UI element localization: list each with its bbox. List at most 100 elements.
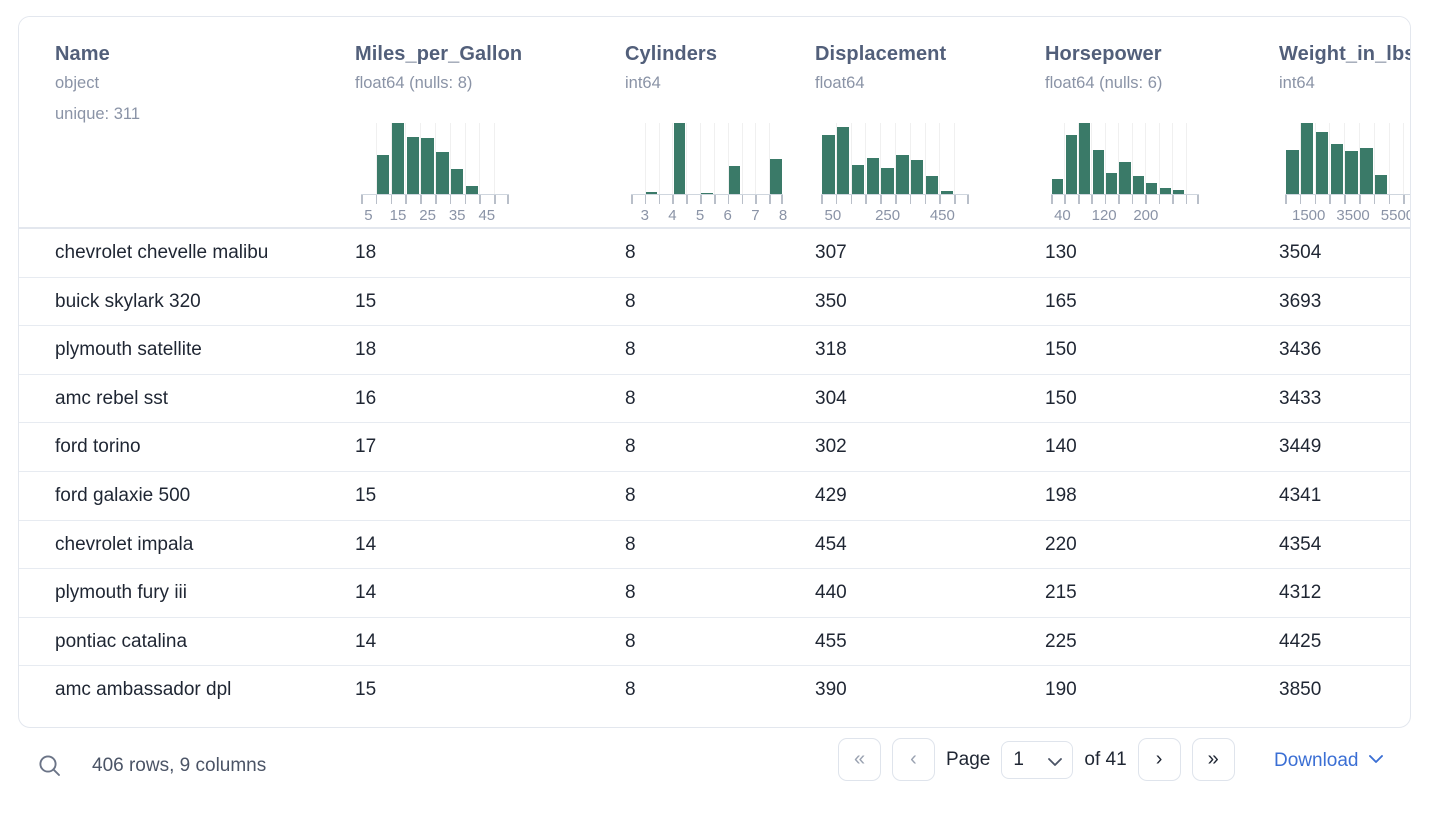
histogram-bar [896,154,909,195]
table-row[interactable]: pontiac catalina 14 8 455 225 4425 [19,618,1410,667]
last-page-button[interactable]: » [1191,738,1235,781]
table-cell-cylinders: 8 [625,630,636,652]
histogram-gridline [1314,123,1316,195]
histogram-tick [1185,195,1188,204]
histogram-axis-label: 4 [668,207,677,224]
table-body: chevrolet chevelle malibu 18 8 307 130 3504 bu… [19,229,1410,715]
histogram-tick [727,195,730,204]
histogram-baseline [361,194,509,195]
histogram-gridline [835,123,837,195]
table-cell-horsepower: 165 [1045,290,1077,312]
table-header: Name object unique: 311 Miles_per_Gallon flo… [19,17,1410,229]
histogram-tick [631,195,633,204]
column-dtype: float64 [815,74,865,92]
table-cell-weight_in_lbs: 3850 [1279,679,1322,701]
table-cell-cylinders: 8 [625,436,636,458]
table-row[interactable]: plymouth fury iii 14 8 440 215 4312 [19,569,1410,618]
table-row[interactable]: chevrolet impala 14 8 454 220 4354 [19,521,1410,570]
table-cell-weight_in_lbs: 3433 [1279,387,1322,409]
table-row[interactable]: chevrolet chevelle malibu 18 8 307 130 3504 [19,229,1410,278]
histogram-tick [1131,195,1134,204]
histogram-tick [1172,195,1174,204]
table-cell-displacement: 440 [815,582,847,604]
table-cell-displacement: 307 [815,242,847,263]
histogram-bar [673,123,686,195]
column-name: Weight_in_lbs [1279,43,1411,65]
histogram-bar [940,190,953,195]
table-cell-horsepower: 190 [1045,679,1077,701]
histogram-bar [377,155,390,195]
prev-page-button[interactable]: ‹ [892,738,935,781]
column-header-name[interactable]: Name object unique: 311 [55,17,345,229]
histogram-gridline [390,123,392,195]
table-cell-name: ford galaxie 500 [55,484,191,506]
table-row[interactable]: ford torino 17 8 302 140 3449 [19,423,1410,472]
histogram-tick [658,195,661,204]
page-number-select[interactable]: 1 [1001,740,1074,779]
histogram-tick [1299,195,1302,204]
histogram-axis-labels: 1500 3500 5500 [1285,206,1410,226]
histogram-plot [1285,123,1410,195]
histogram-baseline [1051,194,1199,195]
histogram-axis-label: 50 [824,207,842,224]
histogram-axis-labels: 40 120 200 [1051,206,1199,226]
histogram-bar [391,123,405,195]
column-header-cylinders[interactable]: Cylinders int64 [625,17,811,229]
histogram-tick [895,195,897,204]
histogram-bar [1375,174,1388,195]
histogram-gridline [895,123,896,195]
table-cell-weight_in_lbs: 3436 [1279,339,1322,361]
table-cell-name: plymouth fury iii [55,582,187,604]
search-icon[interactable] [36,752,64,780]
table-row[interactable]: plymouth satellite 18 8 318 150 3436 [19,326,1410,375]
histogram-axis-label: 8 [778,207,788,224]
histogram-tick [420,195,422,204]
histogram-gridline [1344,123,1346,195]
column-header-weight_in_lbs[interactable]: Weight_in_lbs int64 [1279,17,1411,229]
table-row[interactable]: amc rebel sst 16 8 304 150 3433 [19,375,1410,424]
row-count-info: 406 rows, 9 columns [92,755,267,776]
histogram-tick [741,195,744,204]
histogram-axis-labels: 50 250 450 [821,206,969,226]
download-button[interactable]: Download [1274,750,1384,772]
histogram-tick [686,195,688,204]
histogram-gridline [1064,123,1066,195]
histogram-tick [821,195,823,204]
table-cell-weight_in_lbs: 3504 [1279,242,1322,263]
table-cell-weight_in_lbs: 4312 [1279,582,1322,604]
histogram-gridline [741,123,743,195]
histogram-gridline [1299,123,1301,195]
histogram-tick [1091,195,1093,204]
table-cell-horsepower: 225 [1045,630,1077,652]
chevron-down-icon [1368,752,1384,770]
histogram-axis-labels: 3 4 5 6 7 8 [631,206,788,226]
table-cell-name: chevrolet chevelle malibu [55,242,269,263]
histogram-axis-label: 200 [1133,207,1159,224]
column-header-displacement[interactable]: Displacement float64 [815,17,1041,229]
histogram-tick [435,195,437,204]
table-row[interactable]: ford galaxie 500 15 8 429 198 4341 [19,472,1410,521]
histogram-bar [646,192,658,195]
table-cell-horsepower: 198 [1045,484,1077,506]
table-cell-displacement: 455 [815,630,847,652]
column-header-miles_per_gallon[interactable]: Miles_per_Gallon float64 (nulls: 8) [355,17,613,229]
histogram-tick [1314,195,1317,204]
table-row[interactable]: amc ambassador dpl 15 8 390 190 3850 [19,666,1410,715]
table-cell-miles_per_gallon: 18 [355,339,377,361]
column-dtype: object [55,74,100,92]
first-page-button[interactable]: « [838,738,881,781]
histogram-tick [479,195,481,204]
next-page-button[interactable]: › [1137,738,1181,781]
table-cell-miles_per_gallon: 14 [355,533,377,555]
histogram-gridline [1185,123,1187,195]
histogram-bar [925,176,939,195]
histogram-bar [1065,135,1077,195]
table-cell-cylinders: 8 [625,339,636,361]
table-row[interactable]: buick skylark 320 15 8 350 165 3693 [19,278,1410,327]
column-header-horsepower[interactable]: Horsepower float64 (nulls: 6) [1045,17,1271,229]
histogram-bar [1106,173,1118,195]
table-cell-weight_in_lbs: 4341 [1279,484,1322,506]
column-histogram-displacement: 50 250 450 [821,123,969,226]
histogram-gridline [658,123,660,195]
histogram-gridline [1091,123,1093,195]
